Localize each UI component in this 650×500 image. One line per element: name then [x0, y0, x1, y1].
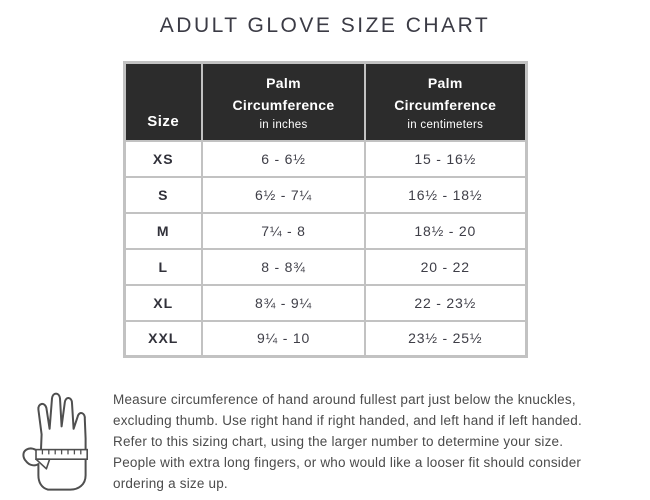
size-label: XL: [123, 283, 203, 322]
table-row: M 7¼ - 8 18½ - 20: [123, 211, 527, 250]
hand-measure-icon: [22, 392, 88, 491]
instruction-line: Refer to this sizing chart, using the la…: [113, 434, 564, 449]
cm-value: 20 - 22: [364, 247, 527, 286]
inches-value: 6 - 6½: [201, 139, 366, 178]
table-row: XXL 9¼ - 10 23½ - 25½: [123, 319, 527, 358]
column-header-size: Size: [123, 61, 203, 142]
size-label: XS: [123, 139, 203, 178]
inches-value: 8¾ - 9¼: [201, 283, 366, 322]
cm-value: 23½ - 25½: [364, 319, 527, 358]
inches-value: 7¼ - 8: [201, 211, 366, 250]
page-title: ADULT GLOVE SIZE CHART: [159, 14, 491, 37]
column-header-inches: Palm Circumference in inches: [201, 61, 366, 142]
instruction-line: ordering a size up.: [113, 476, 228, 491]
cm-value: 16½ - 18½: [364, 175, 527, 214]
inches-value: 8 - 8¾: [201, 247, 366, 286]
inches-value: 9¼ - 10: [201, 319, 366, 358]
column-header-size-label: Size: [147, 112, 180, 130]
glove-size-table: Size Palm Circumference in inches Palm C…: [122, 61, 528, 358]
cm-value: 15 - 16½: [364, 139, 527, 178]
cm-value: 22 - 23½: [364, 283, 527, 322]
table-header-row: Size Palm Circumference in inches Palm C…: [123, 61, 527, 142]
size-label: M: [123, 211, 203, 250]
measurement-instructions: Measure circumference of hand around ful…: [113, 385, 582, 494]
size-label: S: [123, 175, 203, 214]
table-row: XL 8¾ - 9¼ 22 - 23½: [123, 283, 527, 322]
cm-value: 18½ - 20: [364, 211, 527, 250]
column-header-cm-subtitle: in centimeters: [407, 118, 484, 131]
inches-value: 6½ - 7¼: [201, 175, 366, 214]
column-header-inches-title: Palm Circumference: [232, 75, 335, 113]
size-label: XXL: [123, 319, 203, 358]
instruction-line: Measure circumference of hand around ful…: [113, 392, 576, 407]
column-header-cm-title: Palm Circumference: [394, 75, 497, 113]
table-row: S 6½ - 7¼ 16½ - 18½: [123, 175, 527, 214]
instruction-line: excluding thumb. Use right hand if right…: [113, 413, 582, 428]
table-row: XS 6 - 6½ 15 - 16½: [123, 139, 527, 178]
measurement-note: Measure circumference of hand around ful…: [20, 385, 640, 494]
column-header-cm: Palm Circumference in centimeters: [364, 61, 527, 142]
column-header-inches-subtitle: in inches: [259, 118, 308, 131]
instruction-line: People with extra long fingers, or who w…: [113, 455, 582, 470]
table-row: L 8 - 8¾ 20 - 22: [123, 247, 527, 286]
size-label: L: [123, 247, 203, 286]
